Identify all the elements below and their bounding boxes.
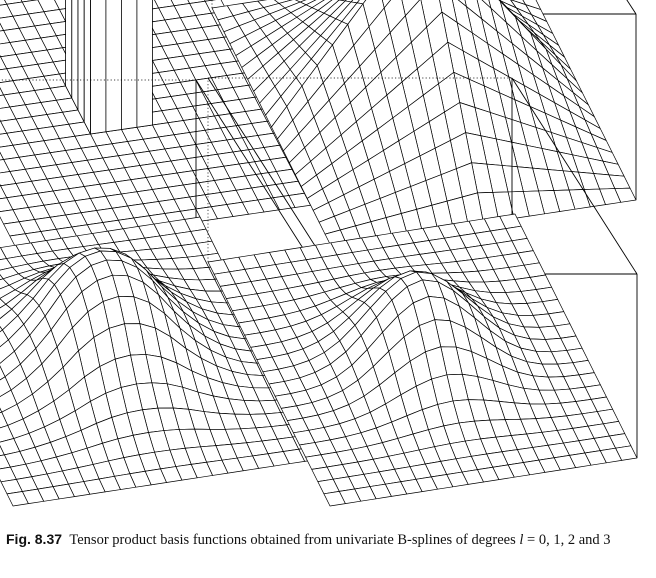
- box-edge: [195, 79, 321, 276]
- box-edge: [511, 77, 638, 275]
- box-wall-cell: [121, 0, 138, 130]
- figure: [0, 0, 638, 507]
- box-edge: [207, 77, 334, 275]
- caption-text: Tensor product basis functions obtained …: [69, 532, 520, 548]
- box-wall-cell: [136, 0, 153, 128]
- mesh-cell: [323, 491, 346, 507]
- surface-panel-degree-3: [207, 77, 638, 507]
- figure-label: Fig. 8.37: [6, 531, 63, 547]
- mesh-cell: [6, 491, 29, 507]
- box-wall-cell: [77, 0, 85, 123]
- box-wall-cell: [71, 0, 79, 111]
- surface-panel-degree-2: [0, 79, 321, 507]
- box-wall-cell: [90, 0, 107, 135]
- box-wall-cell: [65, 0, 73, 99]
- box-wall-cell: [83, 0, 91, 135]
- caption-variable: l: [519, 532, 524, 548]
- surface-panel-degree-1: [211, 0, 637, 247]
- caption-text-end: = 0, 1, 2 and 3: [523, 532, 611, 548]
- basis-function-plots: [0, 0, 638, 507]
- figure-caption: Fig. 8.37 Tensor product basis functions…: [6, 530, 652, 550]
- box-wall-cell: [105, 0, 122, 133]
- mesh-cell: [381, 0, 392, 9]
